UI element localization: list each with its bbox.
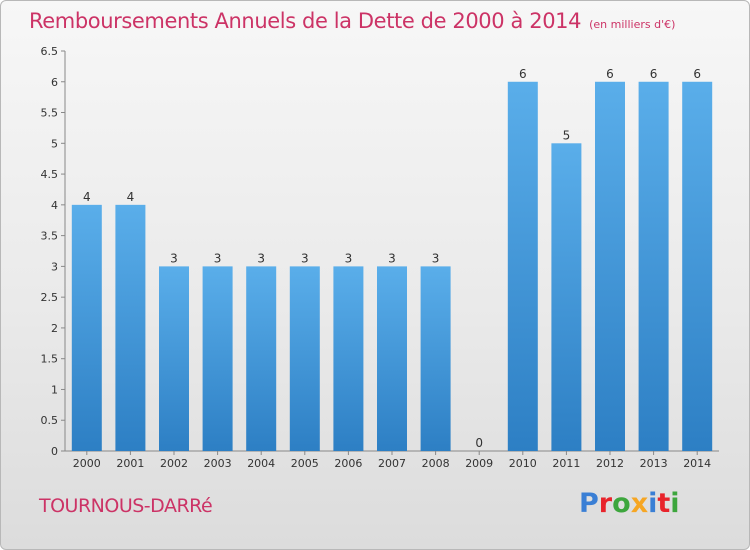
x-tick-label: 2011 bbox=[552, 457, 580, 470]
y-tick-label: 1.5 bbox=[41, 353, 59, 366]
logo-letter: x bbox=[630, 488, 649, 519]
y-tick-label: 5.5 bbox=[41, 107, 59, 120]
bar bbox=[159, 266, 189, 451]
x-tick-label: 2005 bbox=[291, 457, 319, 470]
bar-value-label: 6 bbox=[519, 67, 527, 81]
x-tick-label: 2014 bbox=[683, 457, 711, 470]
y-tick-label: 4.5 bbox=[41, 168, 59, 181]
x-tick-label: 2007 bbox=[378, 457, 406, 470]
bar bbox=[246, 266, 277, 451]
bar-value-label: 3 bbox=[345, 251, 353, 265]
x-tick-label: 2001 bbox=[116, 457, 144, 470]
y-tick-label: 3.5 bbox=[41, 230, 59, 243]
chart-title-text: Remboursements Annuels de la Dette de 20… bbox=[29, 9, 582, 33]
proxiti-logo: Proxiti bbox=[579, 488, 680, 519]
bar bbox=[638, 81, 669, 452]
x-tick-label: 2012 bbox=[596, 457, 624, 470]
bar bbox=[377, 266, 407, 451]
y-tick-label: 5 bbox=[51, 137, 58, 150]
chart-unit-label: (en milliers d'€) bbox=[589, 18, 676, 31]
logo-letter: o bbox=[612, 488, 631, 519]
bar bbox=[682, 81, 713, 452]
x-tick-label: 2002 bbox=[160, 457, 188, 470]
bar-value-label: 3 bbox=[214, 251, 222, 265]
bar-value-label: 3 bbox=[388, 251, 396, 265]
bar-value-label: 5 bbox=[563, 128, 571, 142]
bar-value-label: 3 bbox=[170, 251, 178, 265]
bar-value-label: 6 bbox=[650, 67, 658, 81]
y-tick-label: 2 bbox=[51, 322, 58, 335]
bar bbox=[71, 204, 102, 451]
bar bbox=[507, 81, 538, 452]
logo-letter: t bbox=[657, 488, 671, 519]
bar bbox=[551, 143, 582, 452]
bar bbox=[333, 266, 364, 451]
bar bbox=[115, 204, 146, 451]
bar bbox=[289, 266, 320, 451]
y-tick-label: 1 bbox=[51, 383, 58, 396]
bar-value-label: 6 bbox=[606, 67, 614, 81]
bar-value-label: 0 bbox=[475, 436, 483, 450]
bar bbox=[420, 266, 451, 451]
chart-title: Remboursements Annuels de la Dette de 20… bbox=[29, 9, 675, 33]
x-tick-label: 2009 bbox=[465, 457, 493, 470]
x-tick-label: 2008 bbox=[422, 457, 450, 470]
y-tick-label: 6.5 bbox=[41, 45, 59, 58]
x-tick-label: 2006 bbox=[334, 457, 362, 470]
y-tick-label: 2.5 bbox=[41, 291, 59, 304]
y-tick-label: 3 bbox=[51, 260, 58, 273]
logo-letter: r bbox=[598, 488, 613, 519]
x-tick-label: 2013 bbox=[640, 457, 668, 470]
x-tick-label: 2000 bbox=[73, 457, 101, 470]
x-tick-label: 2010 bbox=[509, 457, 537, 470]
bar-value-label: 6 bbox=[693, 67, 701, 81]
bar-value-label: 3 bbox=[301, 251, 309, 265]
city-name: TOURNOUS-DARRé bbox=[39, 495, 213, 517]
bar-value-label: 3 bbox=[432, 251, 440, 265]
y-tick-label: 6 bbox=[51, 76, 58, 89]
bar-value-label: 3 bbox=[257, 251, 265, 265]
x-tick-label: 2004 bbox=[247, 457, 275, 470]
logo-letter: i bbox=[648, 488, 658, 519]
logo-letter: i bbox=[670, 488, 680, 519]
bar-value-label: 4 bbox=[83, 190, 91, 204]
y-tick-label: 0.5 bbox=[41, 414, 59, 427]
bar bbox=[202, 266, 233, 451]
bar bbox=[595, 81, 625, 452]
logo-letter: P bbox=[579, 488, 599, 519]
y-tick-label: 0 bbox=[51, 445, 58, 458]
y-tick-label: 4 bbox=[51, 199, 58, 212]
bar-value-label: 4 bbox=[127, 190, 135, 204]
x-tick-label: 2003 bbox=[204, 457, 232, 470]
